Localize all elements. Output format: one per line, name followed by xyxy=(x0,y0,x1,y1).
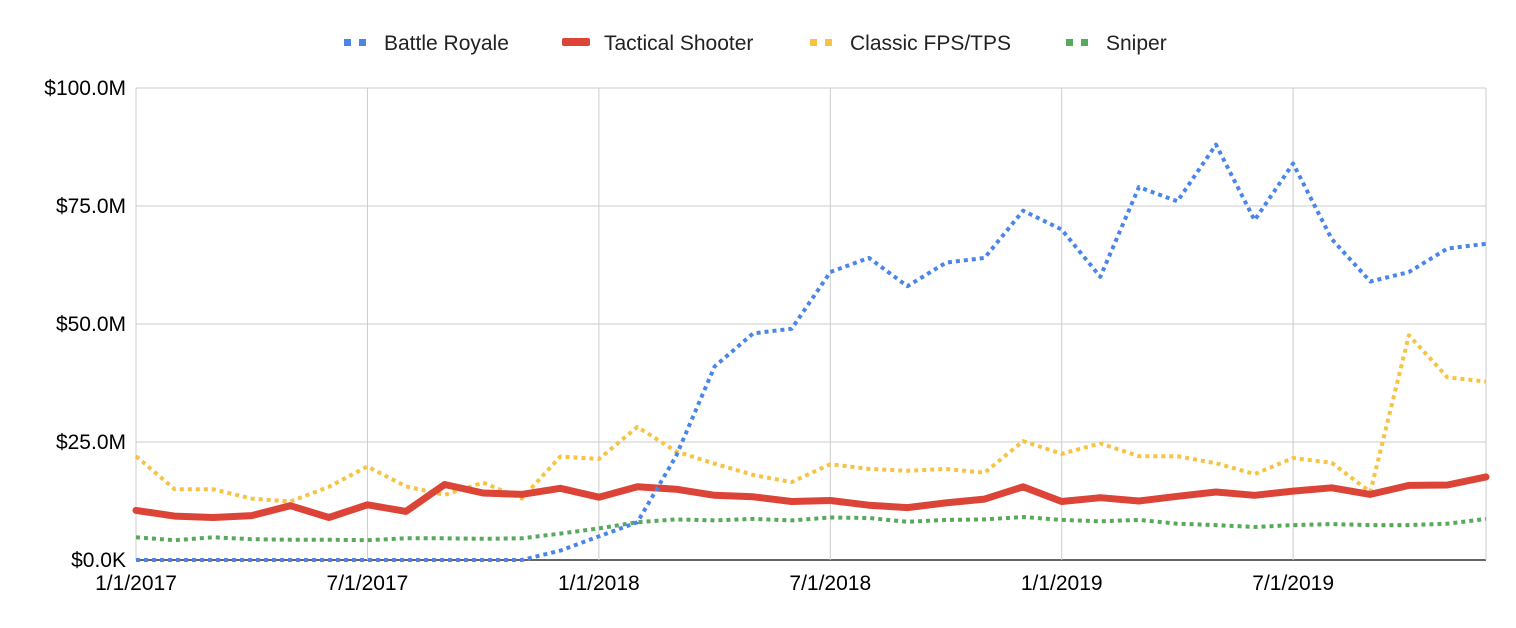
x-tick-label: 1/1/2017 xyxy=(95,572,177,595)
x-tick-label: 1/1/2019 xyxy=(1021,572,1103,595)
legend-label: Battle Royale xyxy=(384,32,509,55)
legend-label: Tactical Shooter xyxy=(604,32,753,55)
x-tick-label: 7/1/2019 xyxy=(1252,572,1334,595)
legend-item-sniper[interactable]: Sniper xyxy=(1066,32,1167,55)
legend-label: Classic FPS/TPS xyxy=(850,32,1011,55)
x-tick-label: 7/1/2018 xyxy=(789,572,871,595)
y-tick-label: $75.0M xyxy=(56,195,126,218)
series-line-tactical-shooter xyxy=(132,473,1490,521)
legend-swatch xyxy=(359,39,366,46)
y-tick-label: $50.0M xyxy=(56,313,126,336)
series-lines xyxy=(132,142,1490,562)
legend: Battle Royale Tactical Shooter Classic FPS… xyxy=(344,32,1167,55)
series-line-sniper xyxy=(135,515,1487,543)
grid xyxy=(135,87,1487,561)
y-tick-label: $100.0M xyxy=(44,77,126,100)
legend-label: Sniper xyxy=(1106,32,1167,55)
y-tick-label: $0.0K xyxy=(71,549,126,572)
legend-item-tactical-shooter[interactable]: Tactical Shooter xyxy=(562,32,753,55)
x-tick-label: 7/1/2017 xyxy=(327,572,409,595)
legend-item-battle-royale[interactable]: Battle Royale xyxy=(344,32,509,55)
series-line-battle-royale xyxy=(136,142,1487,562)
x-tick-label: 1/1/2018 xyxy=(558,572,640,595)
legend-swatch xyxy=(810,39,817,46)
legend-item-classic-fps-tps[interactable]: Classic FPS/TPS xyxy=(810,32,1011,55)
legend-swatch xyxy=(562,38,590,46)
x-axis-ticks: 1/1/2017 7/1/2017 1/1/2018 7/1/2018 1/1/2019… xyxy=(95,572,1334,595)
y-axis-ticks: $0.0K $25.0M $50.0M $75.0M $100.0M xyxy=(44,77,126,572)
series-line-classic-fps-tps xyxy=(134,333,1487,504)
legend-swatch xyxy=(825,39,832,46)
legend-swatch xyxy=(1081,39,1088,46)
legend-swatch xyxy=(344,39,351,46)
y-tick-label: $25.0M xyxy=(56,431,126,454)
legend-swatch xyxy=(1066,39,1073,46)
